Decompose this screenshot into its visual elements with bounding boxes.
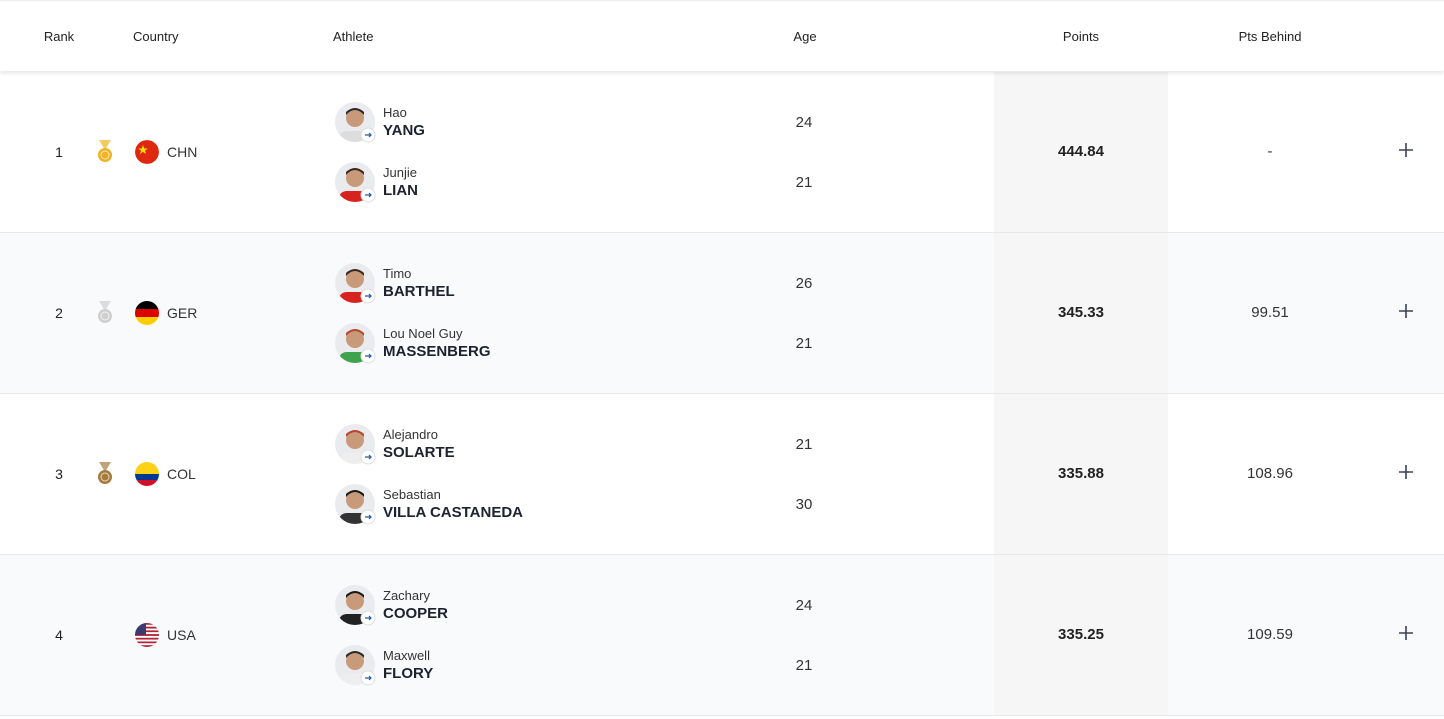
athlete-avatar[interactable]	[335, 323, 377, 365]
result-row: 4 USA Zachary COOPER 24 Maxwell FLORY 21 335.25 1…	[0, 555, 1444, 716]
header-athlete[interactable]: Athlete	[333, 29, 374, 44]
athlete-last-name[interactable]: LIAN	[383, 182, 418, 199]
expand-button[interactable]	[1398, 625, 1414, 641]
athlete-first-name[interactable]: Hao	[383, 105, 407, 120]
country-code: COL	[167, 466, 196, 482]
athlete-age: 21	[795, 436, 813, 453]
expand-button[interactable]	[1398, 464, 1414, 480]
rank: 2	[55, 305, 63, 321]
points: 444.84	[1058, 143, 1104, 160]
expand-button[interactable]	[1398, 303, 1414, 319]
header-rank[interactable]: Rank	[43, 29, 75, 44]
athlete-last-name[interactable]: SOLARTE	[383, 444, 455, 461]
athlete-last-name[interactable]: VILLA CASTANEDA	[383, 504, 523, 521]
result-row: 2 GER Timo BARTHEL 26 Lou Noel Guy MASSENBERG 2…	[0, 233, 1444, 394]
points-column-bg	[994, 555, 1168, 715]
result-row: 1 CHN Hao YANG 24 Junjie LIAN 21 444.84 -	[0, 72, 1444, 233]
athlete-age: 21	[795, 657, 813, 674]
athlete-age: 26	[795, 275, 813, 292]
athlete-avatar[interactable]	[335, 585, 377, 627]
header-country[interactable]: Country	[133, 29, 179, 44]
athlete-first-name[interactable]: Lou Noel Guy	[383, 326, 463, 341]
medal-icon	[95, 301, 115, 325]
athlete-avatar[interactable]	[335, 162, 377, 204]
athlete-first-name[interactable]: Maxwell	[383, 648, 430, 663]
athlete-age: 21	[795, 174, 813, 191]
table-header: Rank Country Athlete Age Points Pts Behi…	[0, 0, 1444, 71]
athlete-first-name[interactable]: Zachary	[383, 588, 430, 603]
rank: 4	[55, 627, 63, 643]
country-code: GER	[167, 305, 198, 321]
athlete-last-name[interactable]: BARTHEL	[383, 283, 455, 300]
athlete-avatar[interactable]	[335, 484, 377, 526]
athlete-first-name[interactable]: Sebastian	[383, 487, 441, 502]
rank: 3	[55, 466, 63, 482]
expand-button[interactable]	[1398, 142, 1414, 158]
athlete-avatar[interactable]	[335, 263, 377, 305]
points: 335.25	[1058, 626, 1104, 643]
header-points[interactable]: Points	[1062, 29, 1100, 44]
points-column-bg	[994, 233, 1168, 393]
result-row: 3 COL Alejandro SOLARTE 21 Sebastian VILLA CAS…	[0, 394, 1444, 555]
athlete-last-name[interactable]: FLORY	[383, 665, 434, 682]
points: 335.88	[1058, 465, 1104, 482]
pts-behind: 109.59	[1247, 626, 1293, 643]
athlete-age: 24	[795, 597, 813, 614]
country-flag	[135, 462, 159, 486]
points-column-bg	[994, 72, 1168, 232]
rank: 1	[55, 144, 63, 160]
athlete-first-name[interactable]: Alejandro	[383, 427, 438, 442]
athlete-avatar[interactable]	[335, 645, 377, 687]
athlete-avatar[interactable]	[335, 424, 377, 466]
athlete-avatar[interactable]	[335, 102, 377, 144]
pts-behind: -	[1267, 143, 1273, 160]
pts-behind: 99.51	[1251, 304, 1289, 321]
athlete-first-name[interactable]: Timo	[383, 266, 412, 281]
athlete-age: 21	[795, 335, 813, 352]
medal-icon	[95, 462, 115, 486]
athlete-last-name[interactable]: YANG	[383, 122, 425, 139]
country-flag	[135, 623, 159, 647]
header-pts-behind[interactable]: Pts Behind	[1238, 29, 1302, 44]
header-age[interactable]: Age	[793, 29, 817, 44]
country-code: USA	[167, 627, 196, 643]
points: 345.33	[1058, 304, 1104, 321]
country-code: CHN	[167, 144, 198, 160]
athlete-age: 24	[795, 114, 813, 131]
country-flag	[135, 140, 159, 164]
athlete-first-name[interactable]: Junjie	[383, 165, 417, 180]
athlete-last-name[interactable]: MASSENBERG	[383, 343, 491, 360]
medal-icon	[95, 140, 115, 164]
athlete-age: 30	[795, 496, 813, 513]
country-flag	[135, 301, 159, 325]
athlete-last-name[interactable]: COOPER	[383, 605, 449, 622]
pts-behind: 108.96	[1247, 465, 1293, 482]
points-column-bg	[994, 394, 1168, 554]
